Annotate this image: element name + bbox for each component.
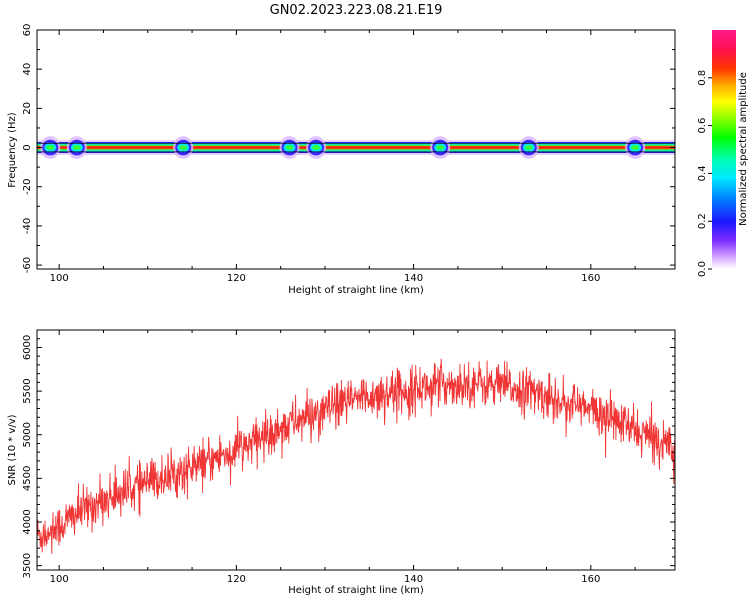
snr-series-line [37,358,675,555]
spectrogram-heatmap [37,136,675,159]
y-tick-label: -60 [22,257,33,273]
x-tick-label: 160 [581,273,600,284]
y-tick-label: -20 [22,179,33,195]
band-blob [179,145,188,150]
y-tick-label: 5500 [22,378,33,403]
spectrogram-y-ticks: -60 -40 -20 0 20 40 60 [22,24,675,273]
x-tick-label: 100 [50,273,69,284]
x-tick-label: 160 [581,574,600,585]
band-blob [631,145,640,150]
y-tick-label: 4000 [22,509,33,534]
spectrogram-axes-frame [36,29,676,270]
colorbar-label: Normalized spectral amplitude [738,72,749,226]
x-tick-label: 120 [227,273,246,284]
colorbar-tick-label: 0.0 [697,261,708,277]
band-blob [524,145,533,150]
colorbar-ticks: 0.0 0.2 0.4 0.6 0.8 [697,70,712,277]
snr-axes-frame [36,329,676,571]
x-tick-label: 120 [227,574,246,585]
snr-y-label: SNR (10 * v/v) [7,414,18,485]
y-tick-label: 20 [22,102,33,115]
y-tick-label: 3500 [22,553,33,578]
colorbar: 0.0 0.2 0.4 0.6 0.8 Normalized spectral ampl… [697,30,749,277]
snr-y-ticks: 3500 4000 4500 5000 5500 6000 [22,329,675,578]
spectrogram-x-label: Height of straight line (km) [288,285,424,296]
band-blob [436,145,445,150]
x-tick-label: 100 [50,574,69,585]
figure-title: GN02.2023.223.08.21.E19 [270,3,443,18]
colorbar-tick-label: 0.4 [697,165,708,181]
band-blob [72,145,81,150]
colorbar-tick-label: 0.2 [697,213,708,229]
colorbar-gradient [712,30,736,269]
snr-x-label: Height of straight line (km) [288,585,424,596]
spectrogram-y-label: Frequency (Hz) [7,112,18,188]
band-blob [285,145,294,150]
x-tick-label: 140 [404,574,423,585]
y-tick-label: -40 [22,218,33,234]
x-tick-label: 140 [404,273,423,284]
snr-panel: 100 120 140 160 3500 4000 4500 5000 5500 6000 He… [7,329,676,596]
y-tick-label: 60 [22,24,33,37]
colorbar-tick-label: 0.6 [697,118,708,134]
snr-x-ticks: 100 120 140 160 [50,330,636,585]
y-tick-label: 6000 [22,335,33,360]
spectrogram-panel: 100 120 140 160 -60 -40 -20 0 20 40 60 Height of … [7,24,676,296]
band-peak [37,146,675,149]
y-tick-label: 4500 [22,466,33,491]
band-blob [312,145,321,150]
y-tick-label: 40 [22,63,33,76]
y-tick-label: 0 [22,144,33,150]
spectrogram-x-ticks: 100 120 140 160 [50,30,636,284]
band-blob [46,145,55,150]
colorbar-tick-label: 0.8 [697,70,708,86]
y-tick-label: 5000 [22,422,33,447]
